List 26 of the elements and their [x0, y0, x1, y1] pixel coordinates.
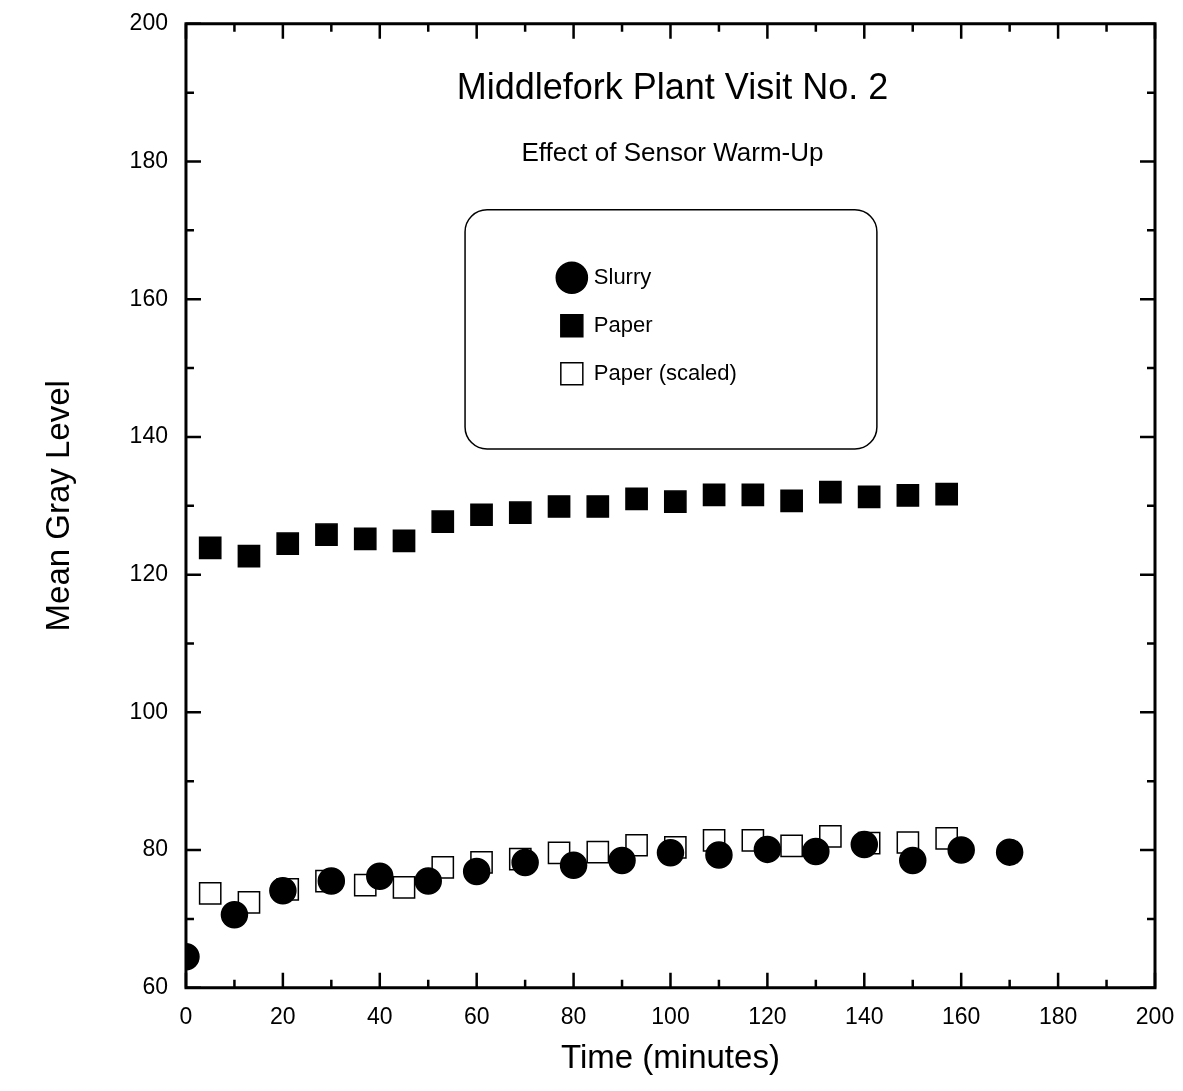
legend-label: Slurry	[593, 263, 652, 289]
y-tick-label: 180	[129, 146, 168, 173]
x-tick-label: 180	[1038, 1002, 1078, 1029]
y-tick-label: 120	[129, 560, 168, 586]
x-tick-label: 100	[651, 1002, 690, 1029]
x-tick-label: 140	[845, 1002, 884, 1029]
x-tick-label: 200	[1135, 1002, 1175, 1029]
x-tick-label: 0	[179, 1002, 193, 1029]
x-tick-label: 40	[366, 1002, 393, 1029]
x-tick-label: 160	[942, 1002, 981, 1029]
x-tick-label: 60	[463, 1002, 490, 1029]
x-tick-label: 80	[560, 1002, 587, 1029]
y-tick-label: 100	[129, 697, 168, 724]
x-tick-label: 20	[270, 1002, 296, 1029]
y-tick-label: 160	[129, 284, 168, 311]
y-tick-label: 60	[142, 973, 168, 1000]
text: Effect of Sensor Warm-Up	[521, 136, 824, 167]
y-tick-label: 140	[129, 422, 168, 449]
y-axis-title: Mean Gray Level	[38, 380, 76, 632]
legend-label: Paper	[593, 311, 653, 337]
x-tick-label: 120	[748, 1002, 787, 1029]
y-tick-label: 80	[142, 835, 168, 862]
legend-label: Paper (scaled)	[593, 359, 737, 385]
text: Middlefork Plant Visit No. 2	[456, 65, 889, 107]
y-tick-label: 200	[129, 9, 168, 36]
x-axis-title: Time (minutes)	[561, 1038, 780, 1076]
